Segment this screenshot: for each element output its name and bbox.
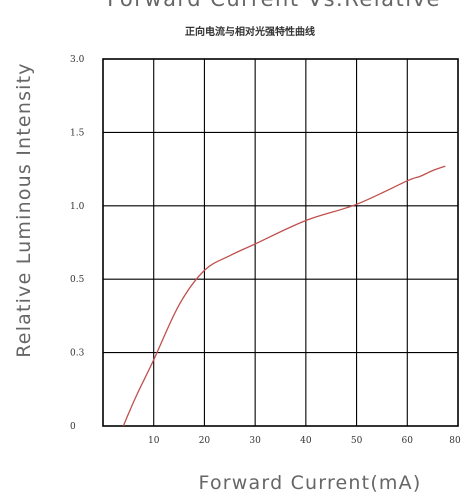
x-tick-label: 40 [300,436,312,446]
y-axis-label: Relative Luminous Intensity [13,62,35,358]
y-tick-label: 1.0 [70,202,85,212]
y-tick-label: 0.3 [70,349,85,359]
chart-subtitle: 正向电流与相对光强特性曲线 [185,25,315,38]
plot-frame [102,58,459,427]
y-tick-label: 0.5 [70,275,85,285]
plot-area [102,58,459,427]
chart-title: Forward Current Vs.Relative [107,0,441,11]
x-tick-label: 60 [402,436,414,446]
y-tick-label: 0 [70,422,76,432]
y-tick-label: 3.0 [70,55,85,65]
x-tick-label: 50 [351,436,363,446]
x-tick-label: 80 [449,436,461,446]
x-tick-label: 10 [148,436,160,446]
x-axis-label: Forward Current(mA) [199,472,422,494]
x-tick-label: 20 [199,436,211,446]
series-line [122,165,446,427]
y-tick-label: 1.5 [70,128,85,138]
x-tick-label: 30 [249,436,261,446]
